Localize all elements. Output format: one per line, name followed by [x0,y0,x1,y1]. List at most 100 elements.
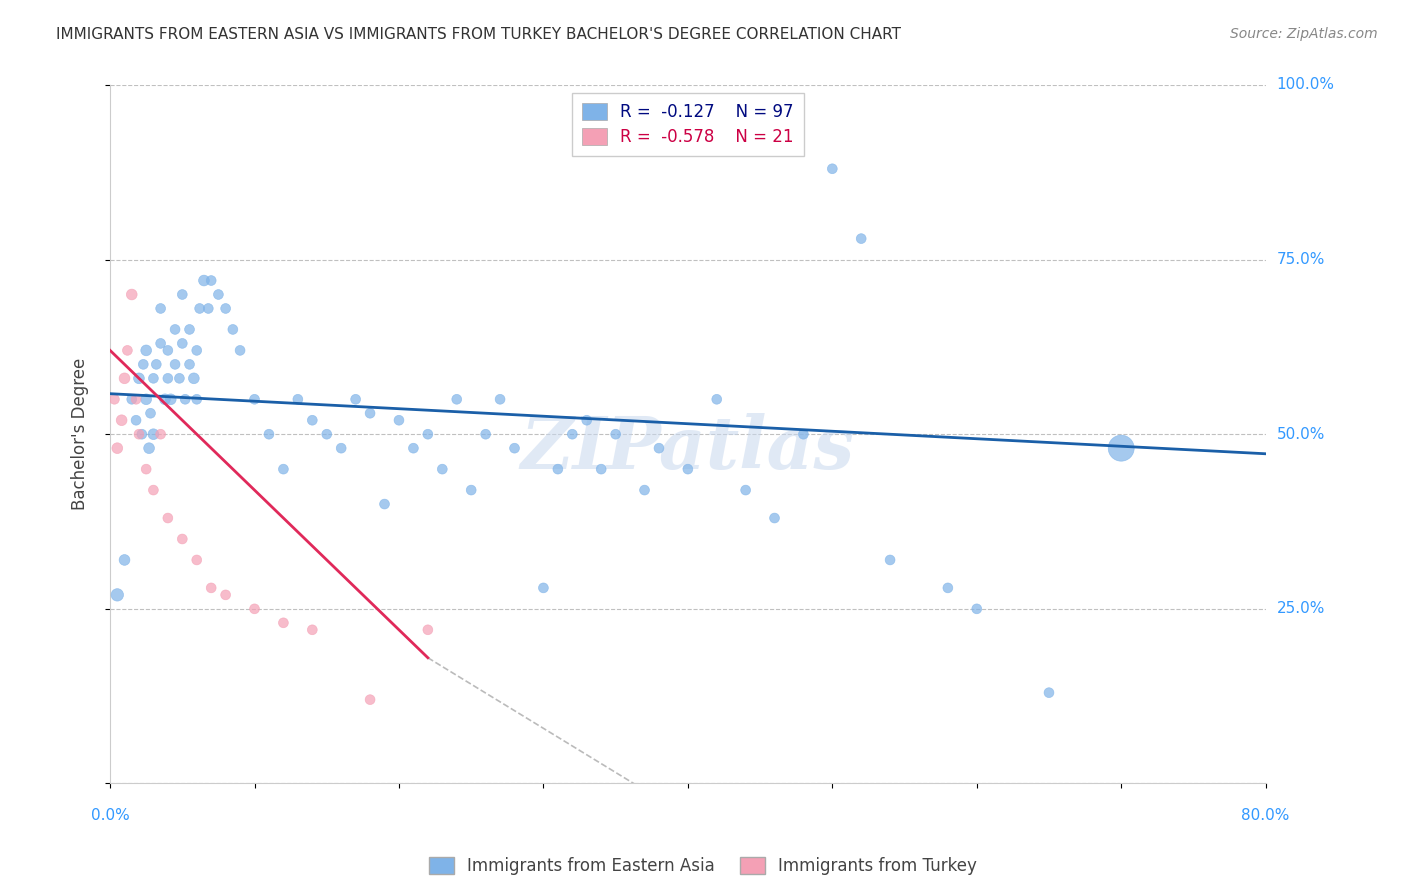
Point [222,322,245,336]
Point [193,273,215,287]
Point [165,357,187,371]
Point [153,392,176,407]
Legend: R =  -0.127    N = 97, R =  -0.578    N = 21: R = -0.127 N = 97, R = -0.578 N = 21 [572,94,804,156]
Point [966,602,988,616]
Point [197,301,219,316]
Point [111,413,134,427]
Text: 75.0%: 75.0% [1277,252,1324,267]
Point [489,392,512,407]
Point [734,483,756,497]
Point [575,413,598,427]
Point [188,301,211,316]
Point [474,427,496,442]
Point [142,427,165,442]
Point [183,371,205,385]
Point [591,462,613,476]
Point [416,623,439,637]
Point [706,392,728,407]
Point [142,371,165,385]
Point [879,553,901,567]
Point [156,511,179,525]
Point [207,287,229,301]
Point [149,301,172,316]
Point [547,462,569,476]
Point [179,322,201,336]
Text: 25.0%: 25.0% [1277,601,1324,616]
Point [135,392,157,407]
Point [179,357,201,371]
Point [1109,441,1132,455]
Point [1038,686,1060,700]
Point [273,462,295,476]
Point [605,427,627,442]
Point [531,581,554,595]
Point [561,427,583,442]
Point [676,462,699,476]
Point [763,511,786,525]
Point [121,287,143,301]
Point [821,161,844,176]
Point [792,427,814,442]
Point [174,392,197,407]
Point [503,441,526,455]
Text: 80.0%: 80.0% [1241,808,1289,823]
Point [156,371,179,385]
Legend: Immigrants from Eastern Asia, Immigrants from Turkey: Immigrants from Eastern Asia, Immigrants… [420,849,986,884]
Point [131,427,153,442]
Point [149,336,172,351]
Point [243,602,266,616]
Point [301,413,323,427]
Text: ZIPatlas: ZIPatlas [520,413,855,483]
Text: Source: ZipAtlas.com: Source: ZipAtlas.com [1230,27,1378,41]
Point [138,441,160,455]
Point [149,427,172,442]
Point [200,581,222,595]
Point [172,336,194,351]
Point [117,343,139,358]
Point [851,232,873,246]
Point [301,623,323,637]
Point [186,343,208,358]
Point [432,462,454,476]
Point [936,581,959,595]
Point [105,588,128,602]
Point [145,357,167,371]
Y-axis label: Bachelor's Degree: Bachelor's Degree [72,358,89,510]
Point [132,357,155,371]
Point [460,483,482,497]
Point [273,615,295,630]
Point [156,343,179,358]
Text: IMMIGRANTS FROM EASTERN ASIA VS IMMIGRANTS FROM TURKEY BACHELOR'S DEGREE CORRELA: IMMIGRANTS FROM EASTERN ASIA VS IMMIGRAN… [56,27,901,42]
Point [446,392,468,407]
Point [287,392,309,407]
Point [169,371,191,385]
Point [214,301,236,316]
Point [373,497,395,511]
Point [121,392,143,407]
Text: 100.0%: 100.0% [1277,78,1334,93]
Point [128,427,150,442]
Point [359,406,381,420]
Point [359,692,381,706]
Point [402,441,425,455]
Point [229,343,252,358]
Point [344,392,367,407]
Point [243,392,266,407]
Point [165,322,187,336]
Text: 50.0%: 50.0% [1277,426,1324,442]
Point [159,392,181,407]
Point [416,427,439,442]
Point [633,483,655,497]
Point [103,392,125,407]
Point [330,441,353,455]
Point [114,371,136,385]
Point [125,392,148,407]
Point [186,553,208,567]
Point [125,413,148,427]
Point [214,588,236,602]
Point [186,392,208,407]
Text: 0.0%: 0.0% [91,808,129,823]
Point [648,441,671,455]
Point [142,483,165,497]
Point [257,427,280,442]
